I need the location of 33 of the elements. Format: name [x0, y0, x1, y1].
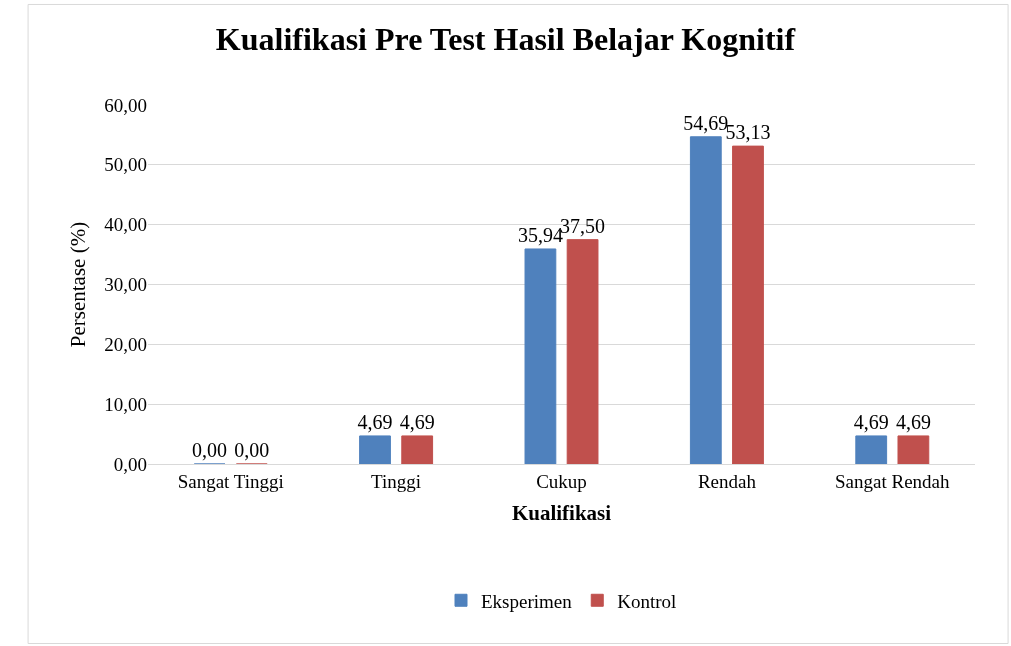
legend-label: Kontrol: [617, 590, 677, 612]
y-tick-label: 0,00: [113, 453, 147, 475]
data-label: 0,00: [192, 439, 228, 461]
x-axis-title: Kualifikasi: [511, 501, 612, 525]
data-label: 35,94: [517, 223, 563, 246]
x-tick-label: Rendah: [697, 470, 757, 492]
y-tick-label: 60,00: [104, 94, 147, 116]
bar: [689, 136, 722, 464]
chart-title: Kualifikasi Pre Test Hasil Belajar Kognitif: [215, 20, 796, 57]
y-tick-label: 20,00: [104, 333, 147, 355]
bar: [855, 435, 888, 464]
y-tick-label: 40,00: [104, 214, 147, 236]
data-label: 4,69: [399, 410, 435, 433]
bar: [732, 145, 764, 464]
x-tick-label: Tinggi: [371, 470, 422, 492]
legend-label: Eksperimen: [481, 590, 573, 612]
y-tick-label: 30,00: [104, 274, 147, 296]
x-tick-label: Cukup: [536, 470, 587, 492]
data-label: 4,69: [895, 410, 931, 433]
x-tick-label: Sangat Rendah: [835, 470, 951, 492]
y-tick-label: 10,00: [104, 393, 147, 415]
bar: [566, 239, 599, 464]
data-label: 4,69: [357, 410, 393, 433]
data-label: 0,00: [234, 439, 270, 461]
y-tick-label: 50,00: [104, 154, 147, 176]
bar: [524, 248, 557, 464]
data-label: 37,50: [560, 214, 606, 237]
bar: [359, 435, 391, 464]
bar: [897, 435, 930, 464]
data-label: 4,69: [853, 410, 889, 433]
x-tick-label: Sangat Tinggi: [177, 470, 284, 492]
bar: [401, 435, 434, 464]
y-axis-title: Persentase (%): [66, 221, 91, 348]
